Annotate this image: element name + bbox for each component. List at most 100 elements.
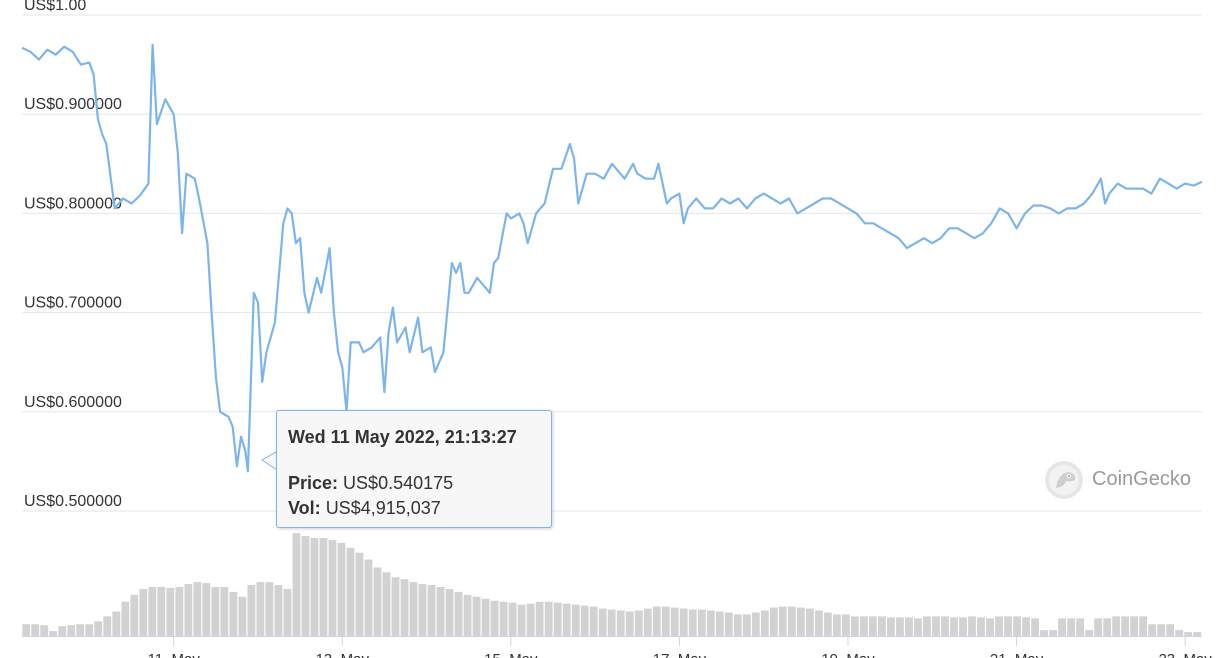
volume-bar: [148, 587, 157, 636]
volume-bar: [1013, 616, 1021, 636]
volume-bar: [1067, 618, 1075, 636]
volume-bar: [914, 618, 922, 636]
y-tick-label: US$0.600000: [24, 394, 122, 411]
volume-bar: [814, 610, 823, 636]
volume-bar: [724, 612, 733, 636]
tooltip-price-label: Price:: [288, 473, 339, 493]
volume-bar: [851, 616, 859, 636]
volume-bar: [823, 612, 832, 636]
volume-bar: [715, 611, 724, 636]
volume-bar: [337, 542, 346, 636]
volume-bar: [706, 610, 715, 636]
volume-bar: [328, 539, 337, 636]
volume-bar: [932, 616, 940, 636]
volume-bar: [130, 594, 139, 636]
volume-bar: [166, 587, 175, 636]
volume-bar: [355, 552, 364, 636]
volume-bar: [950, 617, 958, 636]
x-tick-label: 11. May: [148, 651, 201, 658]
volume-bar: [229, 591, 238, 636]
tooltip-vol-row: Vol: US$4,915,037: [288, 496, 540, 521]
volume-bar: [1031, 618, 1039, 636]
x-tick-label: 13. May: [316, 651, 370, 658]
x-tick-label: 17. May: [653, 651, 707, 658]
volume-bar: [1139, 616, 1148, 636]
volume-bar: [769, 607, 778, 636]
volume-bar: [670, 607, 679, 636]
price-tooltip: Wed 11 May 2022, 21:13:27 Price: US$0.54…: [276, 410, 552, 528]
volume-bar: [751, 612, 760, 636]
volume-bar: [22, 624, 31, 636]
y-tick-label: US$1.00: [24, 0, 86, 14]
volume-bar: [508, 602, 517, 636]
volume-bar: [58, 626, 67, 636]
volume-bar: [157, 587, 166, 636]
volume-bar: [481, 598, 490, 636]
volume-bar: [616, 610, 625, 636]
volume-bar: [787, 606, 796, 636]
volume-bar: [661, 606, 670, 636]
volume-bar: [517, 604, 526, 636]
volume-bar: [400, 579, 409, 636]
tooltip-title: Wed 11 May 2022, 21:13:27: [288, 427, 517, 447]
volume-bar: [562, 603, 571, 636]
volume-bar: [391, 577, 400, 636]
volume-bar: [382, 572, 391, 636]
volume-bars: [22, 533, 1202, 636]
volume-bar: [968, 616, 976, 636]
volume-bar: [1157, 624, 1166, 636]
volume-bar: [1022, 617, 1030, 636]
volume-bar: [923, 616, 931, 636]
volume-bar: [193, 582, 202, 636]
volume-bar: [139, 588, 148, 636]
volume-bar: [1040, 630, 1048, 636]
volume-bar: [607, 609, 616, 636]
volume-bar: [220, 587, 229, 636]
volume-bar: [436, 587, 445, 636]
volume-bar: [598, 608, 607, 636]
volume-bar: [995, 616, 1003, 636]
volume-bar: [319, 538, 328, 636]
volume-bar: [31, 624, 40, 636]
volume-bar: [301, 536, 310, 636]
volume-bar: [869, 616, 877, 636]
volume-bar: [463, 594, 472, 636]
volume-bar: [553, 602, 562, 636]
x-axis-labels: 11. May 13. May 15. May 17. May 19. May 21. M…: [148, 651, 1213, 658]
price-line: [21, 43, 1203, 473]
volume-bar: [634, 610, 643, 636]
volume-bar: [211, 587, 220, 636]
volume-bar: [544, 601, 553, 636]
volume-bar: [292, 533, 301, 636]
volume-bar: [1130, 616, 1139, 636]
volume-bar: [1049, 630, 1057, 636]
volume-bar: [625, 611, 634, 636]
volume-bar: [364, 559, 373, 636]
volume-bar: [535, 601, 544, 636]
volume-bar: [247, 585, 256, 636]
volume-bar: [472, 596, 481, 636]
volume-bar: [733, 614, 742, 636]
volume-bar: [49, 631, 58, 636]
grid-lines: [22, 14, 1202, 512]
volume-bar: [1112, 616, 1121, 636]
volume-bar: [580, 605, 589, 636]
volume-bar: [1148, 624, 1157, 636]
volume-bar: [454, 591, 463, 636]
volume-bar: [310, 538, 319, 636]
volume-bar: [742, 614, 751, 636]
volume-bar: [256, 582, 265, 636]
volume-bar: [805, 608, 814, 636]
volume-bar: [1076, 618, 1085, 636]
volume-bar: [94, 621, 103, 636]
volume-bar: [121, 601, 130, 636]
tooltip-price-value: US$0.540175: [343, 473, 454, 493]
volume-bar: [1175, 630, 1184, 636]
volume-bar: [887, 617, 895, 636]
x-tick-label: 23. May: [1158, 651, 1212, 658]
volume-bar: [1058, 618, 1066, 636]
volume-bar: [265, 582, 274, 636]
volume-bar: [346, 547, 355, 636]
watermark-text: CoinGecko: [1092, 468, 1191, 490]
